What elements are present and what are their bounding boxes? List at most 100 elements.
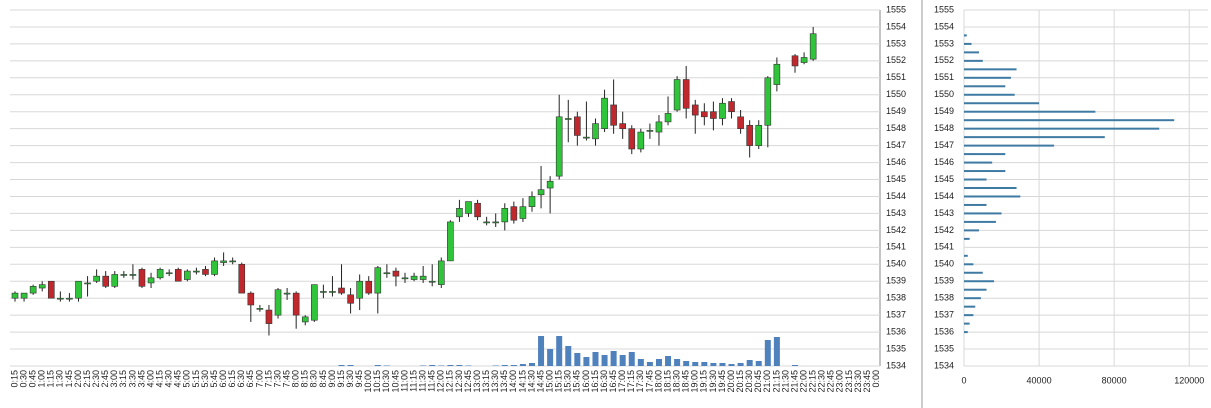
volume-bar <box>646 362 653 366</box>
candle-body <box>610 104 617 126</box>
volume-bar <box>465 365 472 366</box>
candle-body <box>637 131 645 150</box>
volume-bar <box>538 336 545 366</box>
candle-body <box>283 292 291 295</box>
profile-bar <box>964 203 987 206</box>
x-tick-label: 21:30 <box>780 370 790 393</box>
candle-body <box>184 270 191 280</box>
x-tick-label: 16:30 <box>599 370 609 393</box>
candle-body <box>311 284 318 321</box>
x-tick-label: 10:15 <box>372 370 382 393</box>
candle-body <box>11 292 19 299</box>
candle-body <box>646 130 654 132</box>
y-tick-label: 1548 <box>934 123 954 133</box>
candle-body <box>583 136 590 139</box>
x-tick-label: 14:15 <box>517 370 527 393</box>
x-tick-label: 12:00 <box>436 370 446 393</box>
profile-bar <box>964 195 1021 198</box>
volume-bar <box>683 361 690 366</box>
volume-bar <box>755 361 762 366</box>
x-tick-label: 11:30 <box>418 370 428 392</box>
volume-bar <box>655 359 662 366</box>
volume-bar <box>746 360 753 366</box>
x-tick-label: 13:45 <box>499 370 509 393</box>
y-tick-label: 1547 <box>886 140 906 150</box>
candle-body <box>701 111 708 118</box>
x-tick-label: 7:30 <box>272 370 282 388</box>
volume-bar <box>728 364 735 366</box>
x-tick-label: 9:15 <box>336 370 346 388</box>
candle-body <box>347 294 354 304</box>
candle-body <box>437 260 445 285</box>
volume-bar <box>637 359 644 366</box>
candle-body <box>528 196 536 207</box>
volume-bar <box>447 365 454 366</box>
y-tick-label: 1544 <box>934 191 954 201</box>
volume-bar <box>574 353 581 366</box>
x-tick-label: 12:30 <box>454 370 464 393</box>
volume-bar <box>501 365 508 366</box>
x-tick-label: 22:30 <box>817 370 827 393</box>
y-tick-label: 1546 <box>934 157 954 167</box>
candle-body <box>383 272 391 275</box>
x-tick-label: 9:00 <box>327 370 337 388</box>
volume-bar <box>583 357 590 366</box>
y-tick-label: 1548 <box>886 123 906 133</box>
candle-body <box>265 309 273 324</box>
candle-body <box>510 206 518 221</box>
candle-body <box>728 101 735 113</box>
profile-bar <box>964 314 974 317</box>
y-tick-label: 1549 <box>886 106 906 116</box>
candle-body <box>174 269 182 282</box>
y-tick-label: 1550 <box>886 89 906 99</box>
x-tick-label: 1:30 <box>55 370 65 388</box>
x-tick-label: 22:15 <box>808 370 818 393</box>
profile-bar <box>964 280 995 283</box>
volume-bar <box>519 364 526 366</box>
candle-body <box>746 124 753 146</box>
volume-bar <box>383 365 390 366</box>
candle-body <box>147 277 155 284</box>
candle-body <box>356 280 363 299</box>
candle-body <box>320 291 327 293</box>
y-tick-label: 1537 <box>886 310 906 320</box>
x-tick-label: 21:15 <box>771 370 781 393</box>
x-tick-label: 10:00 <box>363 370 373 393</box>
volume-bar <box>737 363 744 366</box>
candle-body <box>419 275 427 280</box>
x-tick-label: 20:30 <box>744 370 754 393</box>
x-tick-label: 6:00 <box>218 370 228 388</box>
volume-bar <box>429 365 436 366</box>
candle-body <box>165 272 173 275</box>
volume-bar <box>556 336 563 366</box>
profile-bar <box>964 220 996 223</box>
x-tick-label: 11:45 <box>427 370 437 392</box>
candle-body <box>592 123 599 140</box>
y-tick-label: 1552 <box>886 55 906 65</box>
x-tick-label: 17:30 <box>635 370 645 393</box>
candle-body <box>555 116 563 177</box>
x-tick-label: 0:30 <box>18 370 28 388</box>
x-tick-label: 10:30 <box>381 370 391 393</box>
x-tick-label: 3:15 <box>118 370 128 388</box>
x-tick-label: 19:00 <box>690 370 700 393</box>
x-tick-label: 19:30 <box>708 370 718 393</box>
x-tick-label: 17:45 <box>644 370 654 393</box>
profile-bar <box>964 153 1006 156</box>
x-tick-label: 0:00 <box>871 370 881 388</box>
x-tick-label: 15:15 <box>554 370 564 393</box>
volume-bar <box>610 351 617 366</box>
x-tick-label: 22:45 <box>826 370 836 393</box>
profile-bar <box>964 110 1096 113</box>
x-tick-label: 14:45 <box>535 370 545 393</box>
y-tick-label: 1539 <box>934 276 954 286</box>
volume-bar <box>601 355 608 366</box>
profile-bar <box>964 42 972 45</box>
candle-body <box>655 121 663 133</box>
y-tick-label: 1534 <box>886 360 906 370</box>
y-tick-label: 1555 <box>886 4 906 14</box>
candle-body <box>329 291 336 293</box>
profile-bar <box>964 93 1015 96</box>
candle-body <box>673 79 681 111</box>
candle-body <box>800 57 808 63</box>
